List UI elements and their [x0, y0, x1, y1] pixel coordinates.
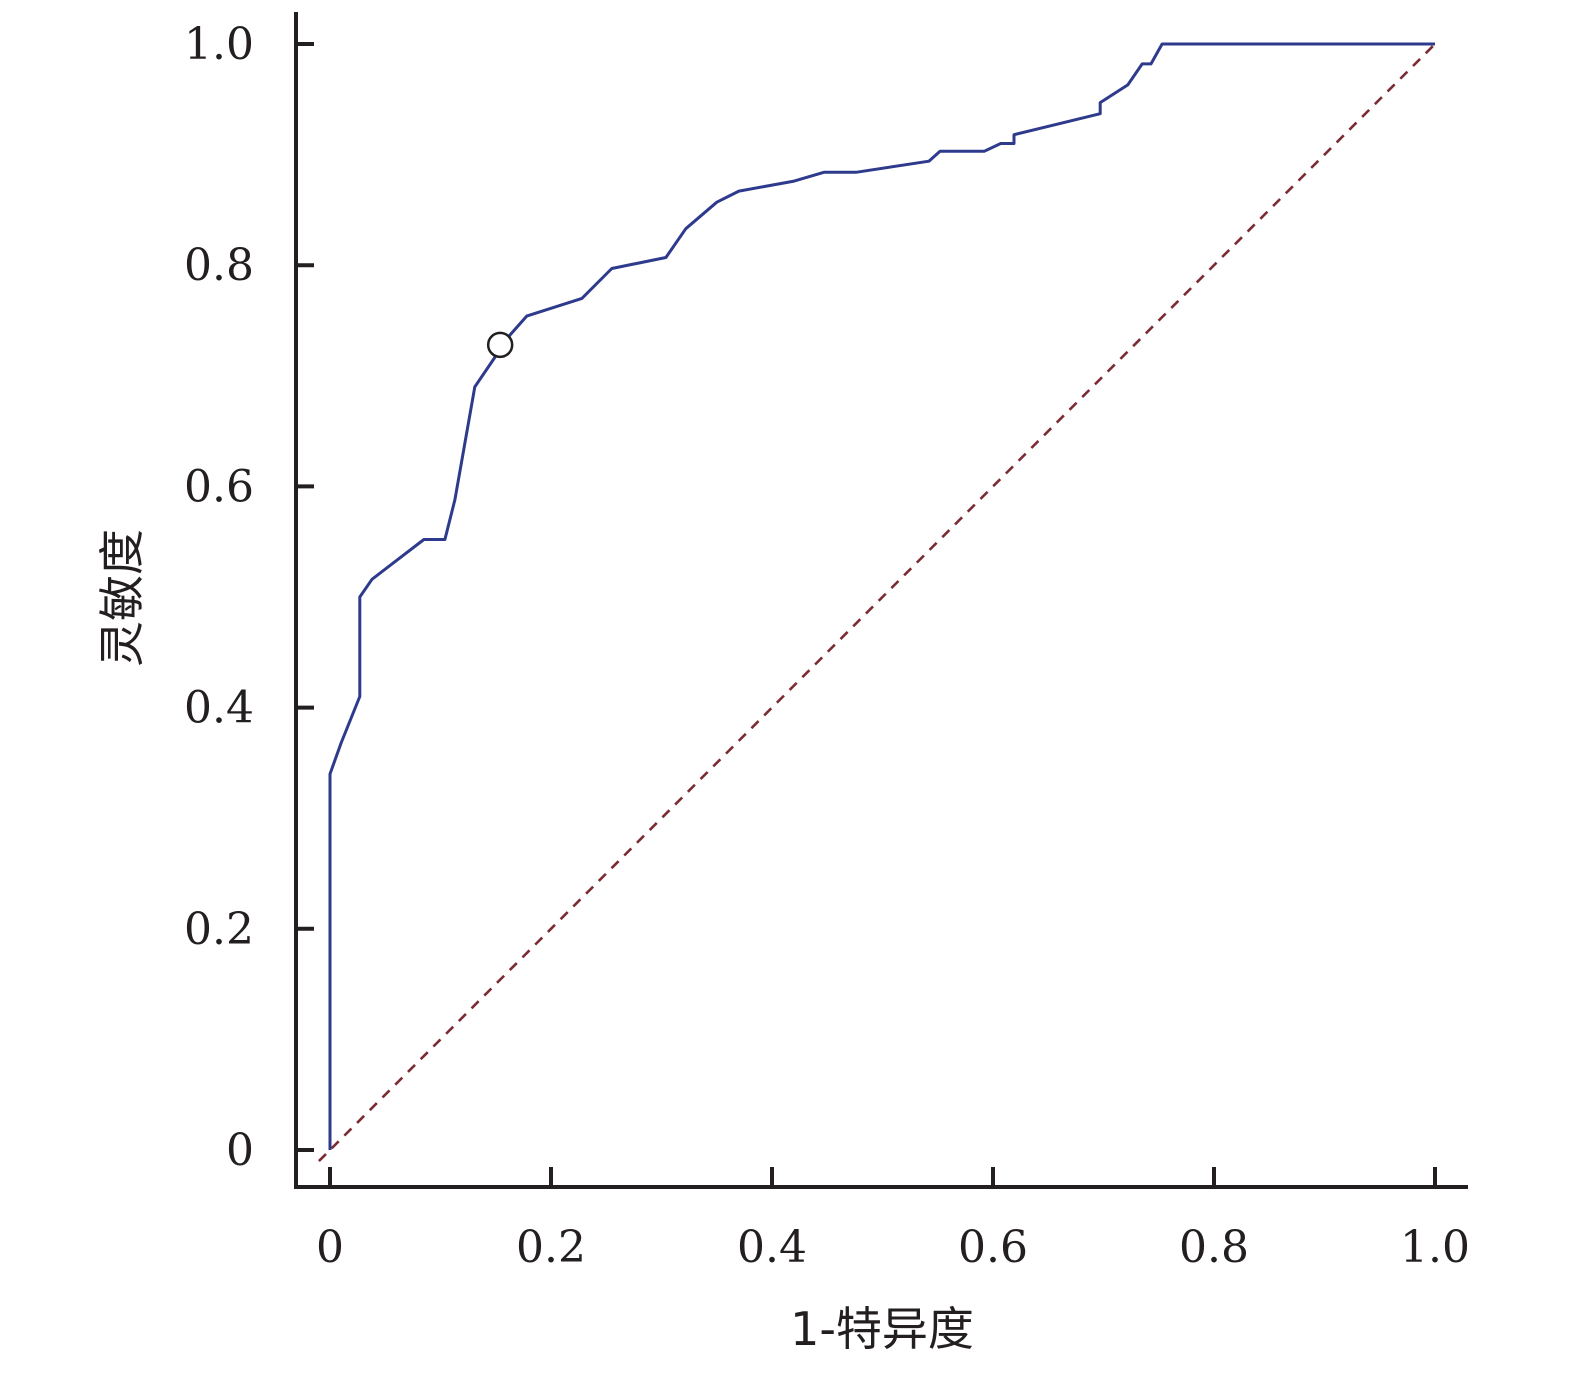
x-tick-label: 0.4	[737, 1222, 807, 1273]
series-layer	[317, 42, 1436, 1163]
y-tick-label: 0.2	[184, 904, 254, 955]
x-tick-label: 0.8	[1179, 1222, 1249, 1273]
y-tick-label: 0.4	[184, 683, 254, 734]
ticks-layer: 0 0.2 0.4 0.6 0.8 1.0 0 0.2 0.4 0.6 0.8 1.0	[184, 19, 1470, 1273]
x-axis-title: 1-特异度	[790, 1302, 974, 1356]
y-axis-title: 灵敏度	[95, 529, 149, 667]
y-tick-label: 1.0	[184, 19, 254, 70]
optimal-cutoff-marker	[486, 331, 514, 359]
y-tick-label: 0.8	[184, 240, 254, 291]
x-tick-label: 1.0	[1400, 1222, 1470, 1273]
x-tick-label: 0.6	[958, 1222, 1028, 1273]
x-tick-label: 0	[316, 1222, 344, 1273]
y-tick-label: 0	[226, 1125, 254, 1176]
x-tick-label: 0.2	[516, 1222, 586, 1273]
reference-diagonal-line	[317, 43, 1436, 1163]
y-tick-label: 0.6	[184, 461, 254, 512]
axes-layer	[294, 12, 1468, 1189]
roc-curve-line	[328, 42, 1435, 1150]
